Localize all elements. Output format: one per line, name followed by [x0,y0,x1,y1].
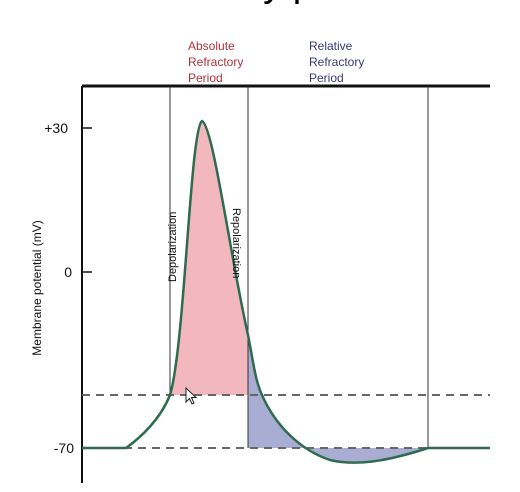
absolute-period-line1: Absolute [188,39,235,53]
action-potential-curve [82,119,490,464]
mouse-cursor-icon [185,386,198,405]
tick-label-zero: 0 [64,264,72,280]
absolute-period-line2: Refractory [188,55,243,69]
page-title: refractory period [0,0,520,8]
relative-period-line1: Relative [309,39,353,53]
relative-period-line3: Period [309,71,344,85]
relative-refractory-region-lower [248,395,428,463]
absolute-refractory-region [170,121,248,395]
relative-refractory-region-upper [248,335,262,395]
y-axis-label: Membrane potential (mV) [30,220,44,355]
tick-label-minus70: -70 [54,440,74,456]
repolarization-label: Repolarization [230,208,242,278]
relative-period-line2: Refractory [309,55,364,69]
tick-label-plus30: +30 [44,120,68,136]
depolarization-label: Depolarization [167,212,179,282]
absolute-period-line3: Period [188,71,223,85]
